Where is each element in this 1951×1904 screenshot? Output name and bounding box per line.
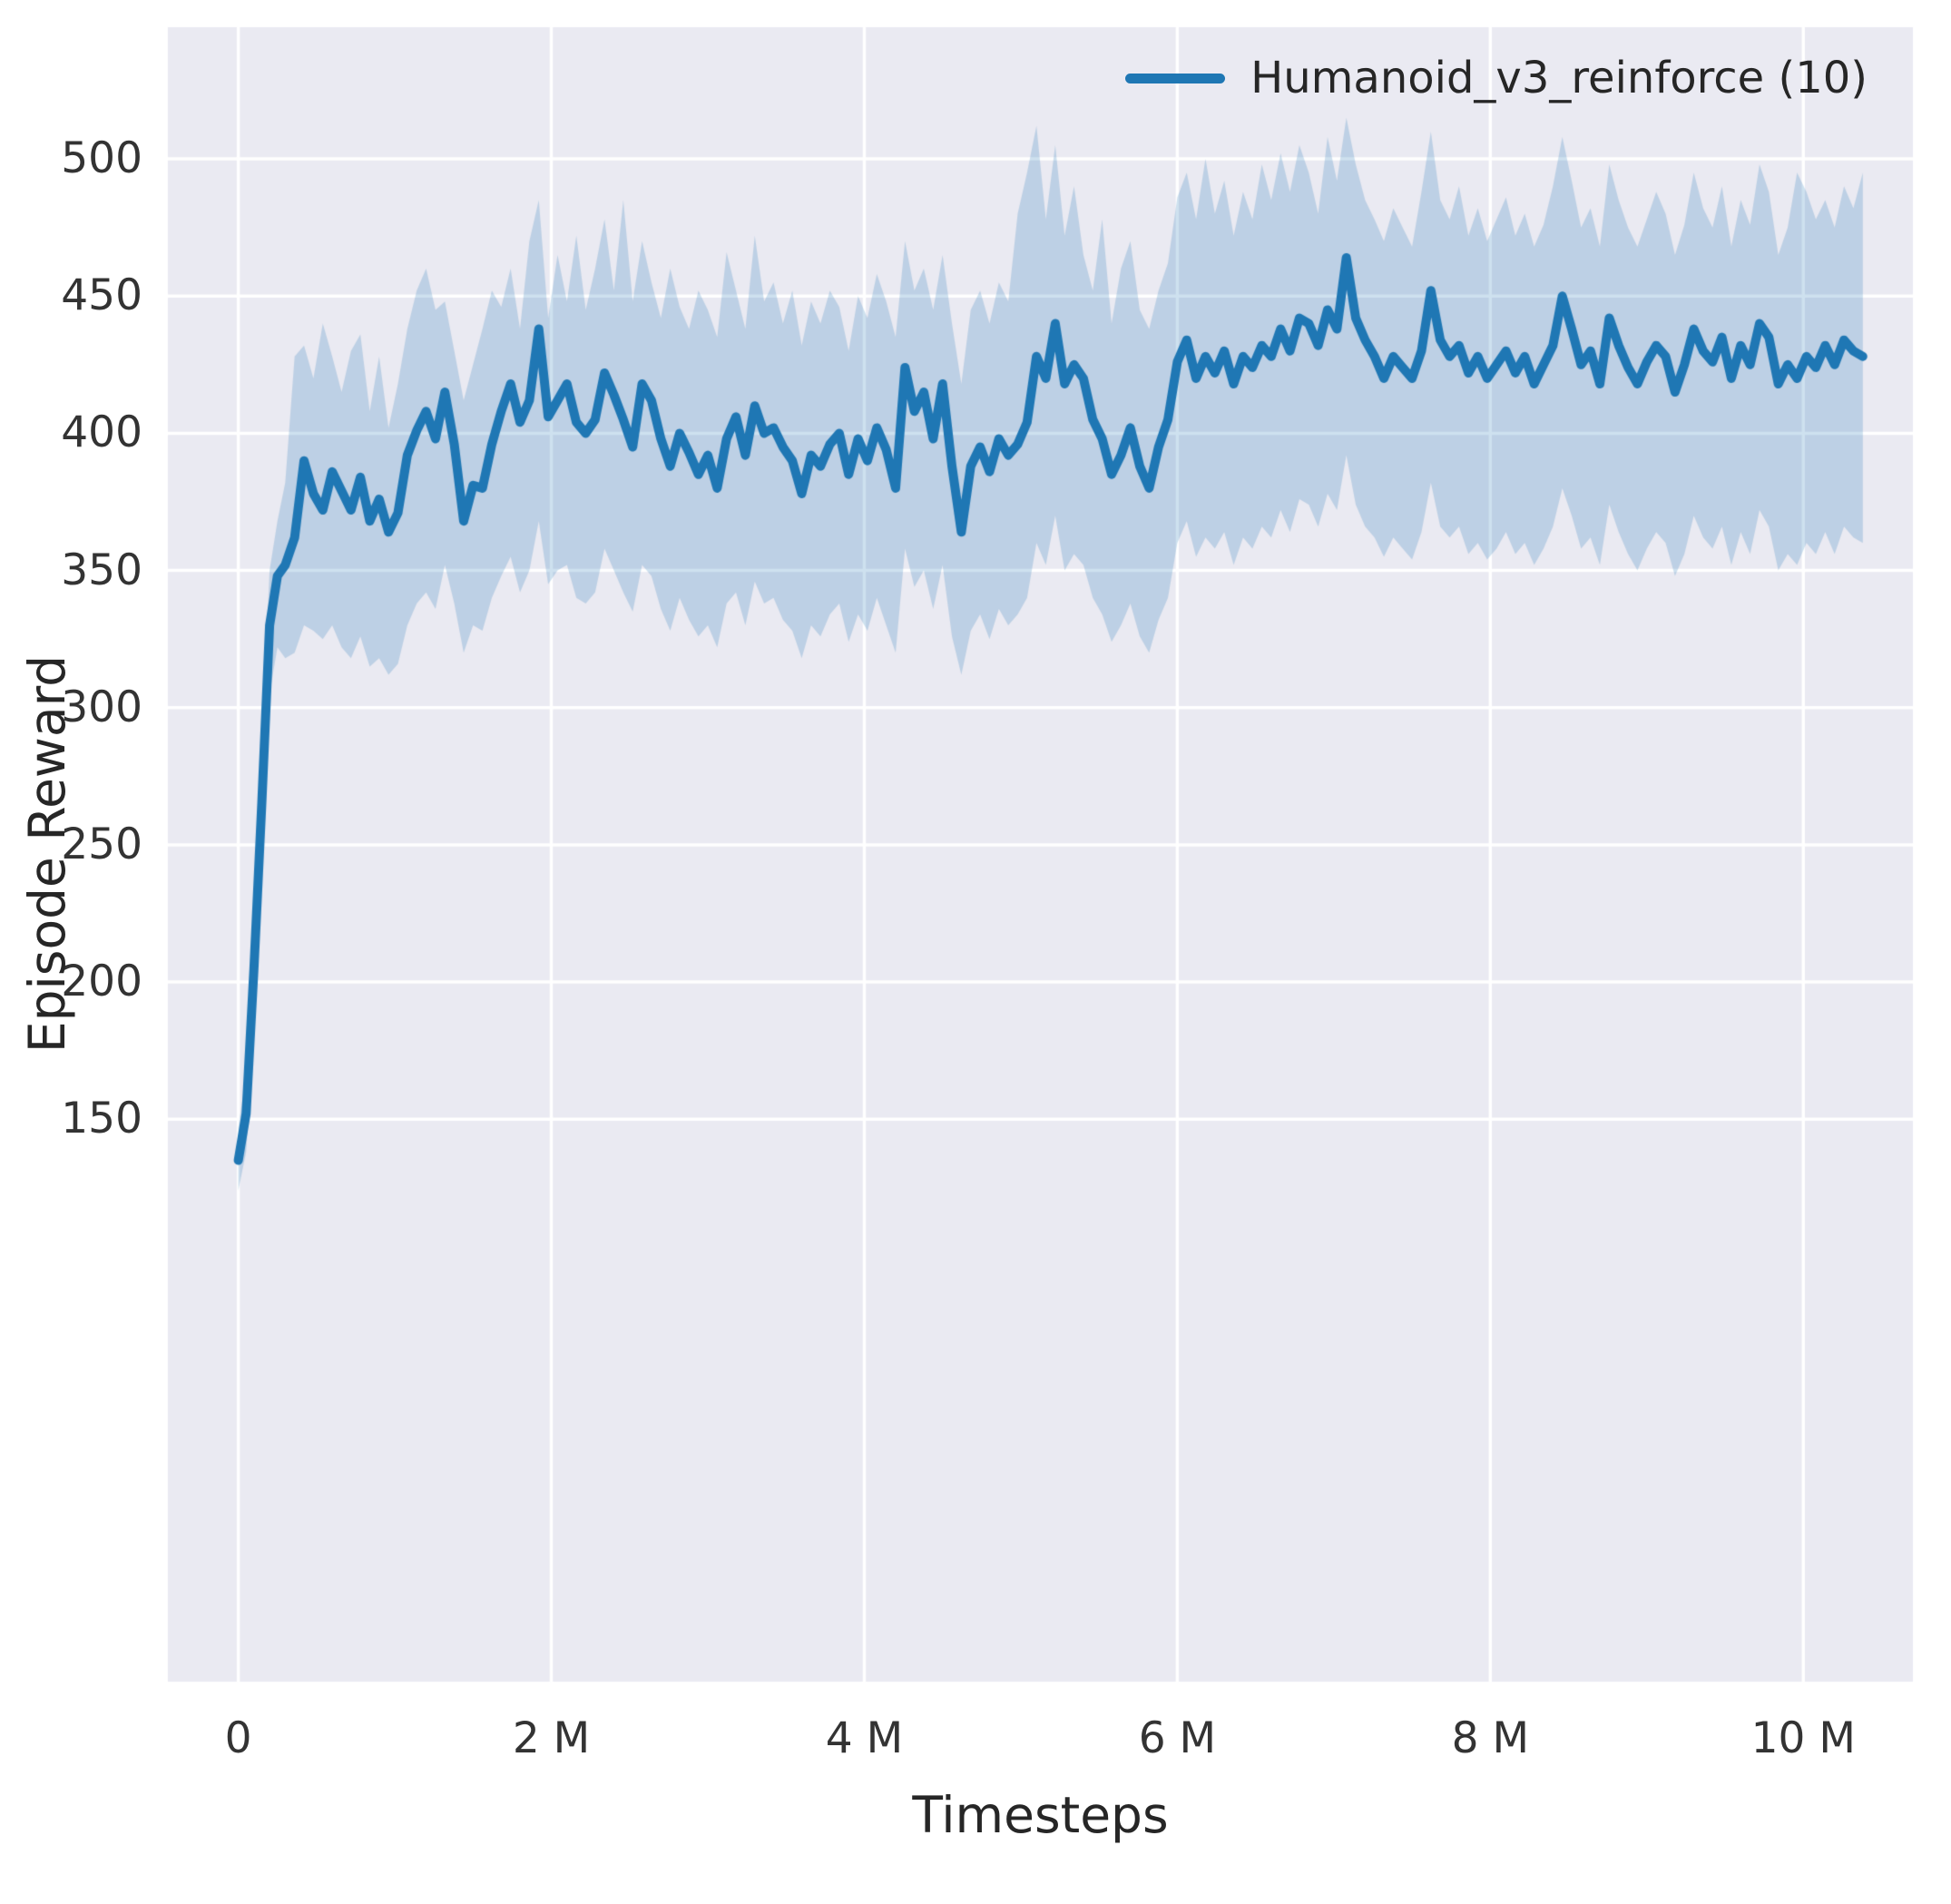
y-tick-label: 200	[61, 957, 142, 1007]
y-tick-label: 250	[61, 819, 142, 869]
x-tick-label: 6 M	[1138, 1713, 1217, 1763]
y-tick-label: 300	[61, 682, 142, 732]
legend-label: Humanoid_v3_reinforce (10)	[1250, 53, 1868, 103]
x-tick-label: 0	[224, 1713, 252, 1763]
y-tick-label: 450	[61, 270, 142, 321]
y-tick-label: 500	[61, 133, 142, 184]
x-tick-label: 4 M	[825, 1713, 904, 1763]
y-tick-label: 350	[61, 545, 142, 595]
y-axis-label: Episode Reward	[18, 654, 76, 1054]
x-tick-label: 8 M	[1451, 1713, 1530, 1763]
legend-line-swatch	[1125, 73, 1226, 83]
x-axis-label: Timesteps	[912, 1786, 1169, 1844]
legend: Humanoid_v3_reinforce (10)	[1125, 53, 1868, 103]
y-tick-label: 150	[61, 1094, 142, 1144]
x-tick-label: 10 M	[1750, 1713, 1856, 1763]
x-tick-label: 2 M	[512, 1713, 591, 1763]
y-tick-label: 400	[61, 407, 142, 458]
